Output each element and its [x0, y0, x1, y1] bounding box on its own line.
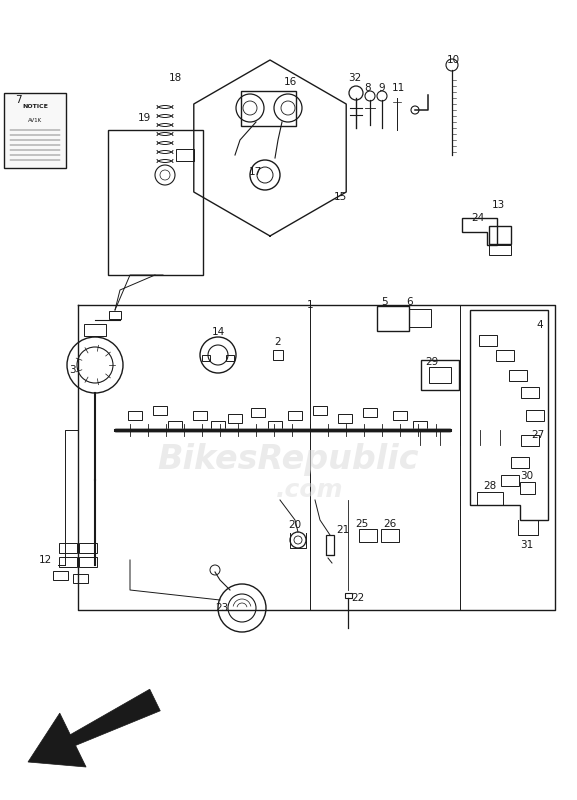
Text: 16: 16 — [283, 77, 297, 87]
Bar — [429, 367, 451, 383]
Bar — [363, 407, 377, 417]
Bar — [176, 149, 194, 161]
Text: AV1K: AV1K — [28, 118, 42, 122]
Text: 26: 26 — [383, 519, 396, 529]
Text: 2: 2 — [275, 337, 282, 347]
Text: 1: 1 — [307, 300, 313, 310]
Text: 27: 27 — [531, 430, 545, 440]
Bar — [421, 360, 459, 390]
Bar — [409, 309, 431, 327]
Text: 9: 9 — [379, 83, 385, 93]
Text: 32: 32 — [349, 73, 362, 83]
Bar — [413, 421, 427, 430]
Bar — [338, 414, 352, 422]
Text: 14: 14 — [211, 327, 224, 337]
Bar — [251, 407, 265, 417]
Bar — [489, 226, 511, 244]
Text: 11: 11 — [391, 83, 404, 93]
Text: 19: 19 — [137, 113, 151, 123]
Bar — [519, 482, 534, 494]
Text: 25: 25 — [355, 519, 369, 529]
Bar — [59, 543, 77, 553]
Bar — [79, 557, 97, 567]
Text: 12: 12 — [39, 555, 51, 565]
Bar — [381, 529, 399, 542]
Bar — [73, 574, 88, 582]
Bar — [228, 414, 242, 422]
Bar — [521, 434, 539, 446]
Text: BikesRepublic: BikesRepublic — [158, 443, 419, 477]
Text: 6: 6 — [407, 297, 413, 307]
Bar — [521, 386, 539, 398]
Bar — [501, 474, 519, 486]
Text: 24: 24 — [471, 213, 485, 223]
Bar — [479, 334, 497, 346]
Bar — [526, 410, 544, 421]
Bar — [511, 457, 529, 467]
Text: 5: 5 — [382, 297, 388, 307]
Bar — [4, 93, 66, 167]
Bar — [477, 491, 503, 505]
Text: 31: 31 — [520, 540, 534, 550]
Bar — [84, 324, 106, 336]
Polygon shape — [28, 690, 160, 767]
Bar — [496, 350, 514, 361]
Bar — [226, 355, 234, 361]
Text: .com: .com — [276, 478, 344, 502]
Text: 4: 4 — [537, 320, 544, 330]
Text: 29: 29 — [425, 357, 439, 367]
Bar — [288, 410, 302, 419]
Text: 7: 7 — [14, 95, 21, 105]
Bar — [241, 90, 295, 126]
Bar — [53, 570, 68, 579]
Text: 28: 28 — [484, 481, 497, 491]
Bar — [377, 306, 409, 330]
Bar — [268, 421, 282, 430]
Bar — [211, 421, 225, 430]
Bar — [326, 535, 334, 555]
Text: 21: 21 — [336, 525, 350, 535]
Text: 17: 17 — [248, 167, 261, 177]
Bar — [128, 410, 142, 419]
Text: 15: 15 — [334, 192, 347, 202]
Bar — [153, 406, 167, 414]
Bar — [509, 370, 527, 381]
Bar — [313, 406, 327, 414]
Bar — [168, 421, 182, 430]
Text: NOTICE: NOTICE — [22, 105, 48, 110]
Bar — [393, 410, 407, 419]
Text: 22: 22 — [351, 593, 365, 603]
Text: 10: 10 — [447, 55, 459, 65]
Text: 20: 20 — [288, 520, 302, 530]
Bar — [202, 355, 210, 361]
Bar — [109, 311, 121, 319]
Text: 13: 13 — [492, 200, 505, 210]
Bar — [59, 557, 77, 567]
Text: 23: 23 — [215, 603, 228, 613]
Text: 30: 30 — [520, 471, 534, 481]
Bar — [489, 245, 511, 255]
Bar — [273, 350, 283, 360]
Text: 8: 8 — [365, 83, 372, 93]
Bar — [359, 529, 377, 542]
Text: 18: 18 — [168, 73, 182, 83]
Bar — [344, 593, 351, 598]
Bar — [107, 130, 203, 275]
Bar — [79, 543, 97, 553]
Bar — [193, 410, 207, 419]
Text: 3: 3 — [69, 365, 76, 375]
